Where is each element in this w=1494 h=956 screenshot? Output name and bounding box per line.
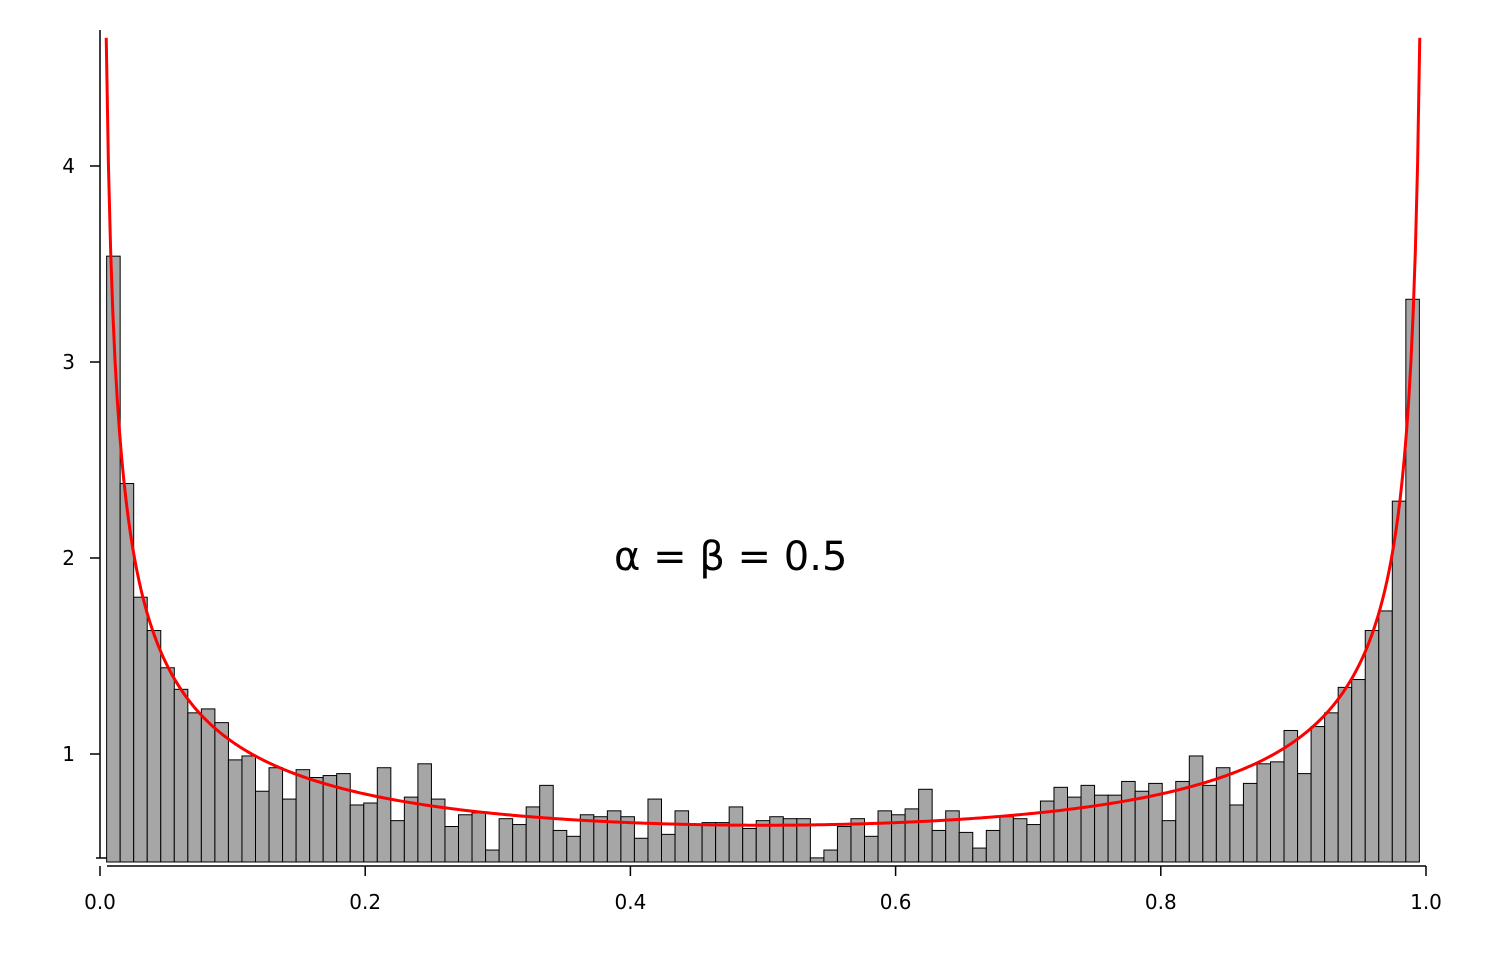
histogram-bar <box>1134 790 1150 863</box>
chart-annotation: α = β = 0.5 <box>614 534 847 580</box>
histogram-bar <box>214 722 229 863</box>
histogram-bar <box>200 708 216 863</box>
x-tick-label: 0.6 <box>880 890 912 914</box>
y-tick-label: 4 <box>62 154 75 178</box>
y-tick-label: 2 <box>62 546 75 570</box>
histogram-bar <box>457 814 473 863</box>
histogram-bar <box>173 688 189 863</box>
histogram-bar <box>809 857 825 863</box>
histogram-bar <box>444 826 459 863</box>
histogram-bar <box>241 755 256 863</box>
histogram-bar <box>1229 804 1244 863</box>
y-tick-label: 3 <box>62 350 75 374</box>
beta-density-curve <box>104 37 1422 827</box>
histogram-bar <box>1310 726 1326 863</box>
histogram-bar <box>836 826 852 863</box>
histogram-bar <box>1121 780 1136 863</box>
x-axis-ticks: 0.0 0.2 0.4 0.6 0.8 1.0 <box>84 866 1442 914</box>
histogram-bar <box>403 796 419 863</box>
histogram-bar <box>1297 773 1312 863</box>
histogram-bar <box>877 810 893 863</box>
histogram-bar <box>1080 784 1096 863</box>
histogram-bar <box>282 798 297 863</box>
histogram-bar <box>417 763 432 863</box>
histogram-bar <box>309 777 324 863</box>
x-tick-label: 0.4 <box>614 890 646 914</box>
histogram-bar <box>187 712 202 863</box>
histogram-bar <box>1175 780 1190 863</box>
histogram-bar <box>1107 794 1123 863</box>
histogram-bar <box>606 810 622 863</box>
histogram-bar <box>133 596 148 863</box>
histogram-bar <box>1215 767 1231 863</box>
x-tick-label: 0.2 <box>349 890 381 914</box>
histogram-bar <box>498 818 514 863</box>
histogram-bar <box>769 816 784 863</box>
histogram-bar <box>295 769 311 863</box>
histogram-bar <box>1026 824 1041 863</box>
histogram-bar <box>904 808 920 863</box>
histogram-bar <box>1364 630 1380 863</box>
histogram-bar <box>999 816 1014 863</box>
histogram-bar <box>1324 712 1339 863</box>
histogram-bar <box>1202 784 1217 863</box>
histogram-bar <box>715 822 730 863</box>
histogram-bar <box>1351 679 1366 863</box>
histogram-bar <box>1188 755 1204 863</box>
histogram-bar <box>1242 782 1258 863</box>
histogram-bar <box>674 810 690 863</box>
histogram-bar <box>1283 729 1299 863</box>
histogram-bar <box>146 630 162 863</box>
histogram-bar <box>349 804 365 863</box>
histogram-bar <box>660 833 676 863</box>
histogram-bar <box>918 788 933 863</box>
histogram-bar <box>931 829 947 863</box>
histogram-bar <box>566 835 581 863</box>
histogram-bar <box>322 775 338 863</box>
histogram-bars <box>106 255 1420 863</box>
histogram-bar <box>823 849 838 863</box>
histogram-bar <box>1337 686 1353 863</box>
x-tick-label: 0.0 <box>84 890 116 914</box>
histogram-bar <box>160 667 175 863</box>
histogram-bar <box>1405 298 1420 863</box>
histogram-bar <box>1378 610 1393 863</box>
histogram-bar <box>864 835 879 863</box>
histogram-bar <box>742 827 757 863</box>
histogram-bar <box>647 798 662 863</box>
histogram-bar <box>512 824 527 863</box>
histogram-bar <box>1053 786 1069 863</box>
histogram-bar <box>701 822 717 863</box>
histogram-bar <box>688 824 703 863</box>
histogram-bar <box>1256 763 1272 863</box>
histogram-bar <box>485 849 500 863</box>
histogram-bar <box>1270 761 1285 863</box>
histogram-bar <box>972 847 987 863</box>
histogram-bar <box>985 829 1001 863</box>
y-tick-label: 1 <box>62 742 75 766</box>
y-axis-ticks: 1 2 3 4 <box>62 154 107 859</box>
histogram-bar <box>268 767 284 863</box>
histogram-bar <box>633 837 649 863</box>
histogram-bar <box>1012 818 1028 863</box>
histogram-bar <box>376 767 392 863</box>
x-tick-label: 1.0 <box>1410 890 1442 914</box>
histogram-bar <box>593 816 608 863</box>
histogram-bar <box>227 759 243 863</box>
histogram-bar <box>958 831 974 863</box>
histogram-bar <box>552 829 568 863</box>
histogram-bar <box>471 812 487 863</box>
x-tick-label: 0.8 <box>1145 890 1177 914</box>
histogram-bar <box>539 784 554 863</box>
histogram-bar <box>796 818 811 863</box>
histogram-bar <box>390 820 405 863</box>
histogram-bar <box>254 790 270 863</box>
histogram-bar <box>755 820 771 863</box>
histogram-bar <box>1161 820 1177 863</box>
histogram-bar <box>363 802 378 863</box>
histogram-bar <box>728 806 744 863</box>
histogram-bar <box>1391 500 1407 863</box>
